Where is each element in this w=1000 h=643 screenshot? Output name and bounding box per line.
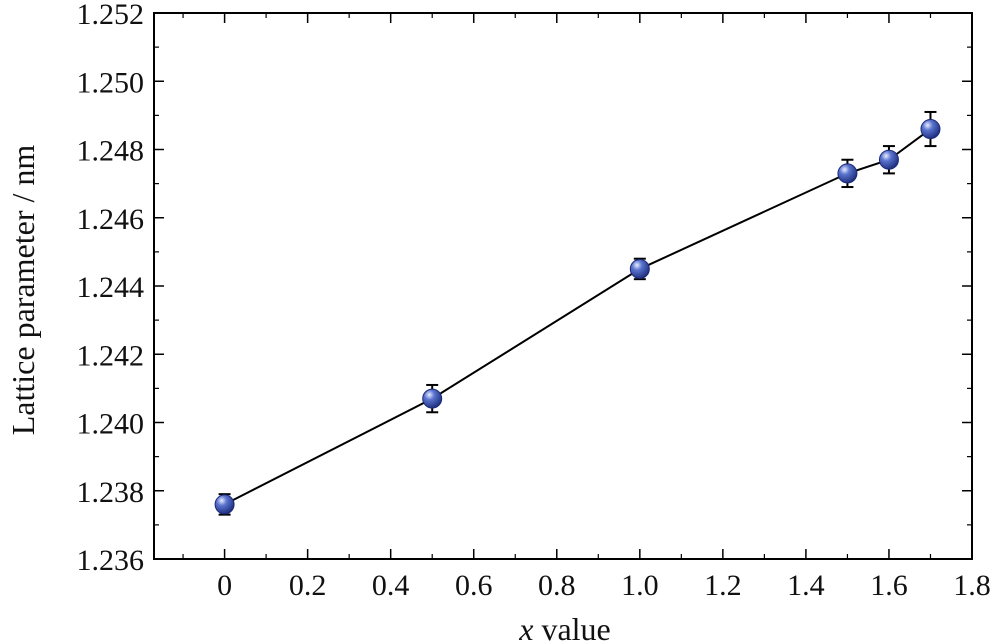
series-line <box>224 128 932 506</box>
y-tick-label: 1.250 <box>77 66 145 99</box>
y-tick-label: 1.238 <box>77 476 145 509</box>
x-tick-label: 0.6 <box>455 569 493 602</box>
x-tick-label: 0.4 <box>372 569 410 602</box>
data-point <box>920 119 941 140</box>
x-tick-label: 0.2 <box>289 569 327 602</box>
data-point <box>837 163 858 184</box>
y-tick-label: 1.236 <box>77 544 145 577</box>
x-tick-label: 0 <box>217 569 232 602</box>
data-point <box>422 388 443 409</box>
y-tick-label: 1.252 <box>77 0 145 31</box>
x-axis-title: x value <box>518 611 611 643</box>
data-point <box>214 494 235 515</box>
y-tick-label: 1.248 <box>77 135 145 168</box>
data-point <box>878 149 899 170</box>
x-tick-label: 1.6 <box>870 569 908 602</box>
y-tick-label: 1.240 <box>77 408 145 441</box>
y-tick-label: 1.244 <box>77 271 145 304</box>
data-point <box>629 258 650 279</box>
y-axis-title: Lattice parameter / nm <box>5 145 41 436</box>
x-tick-label: 1.0 <box>621 569 659 602</box>
x-tick-label: 1.4 <box>787 569 825 602</box>
y-tick-label: 1.246 <box>77 203 145 236</box>
x-axis-title-rest: value <box>533 611 610 643</box>
x-tick-label: 0.8 <box>538 569 576 602</box>
x-axis-title-var: x <box>518 611 533 643</box>
y-tick-label: 1.242 <box>77 339 145 372</box>
x-tick-label: 1.2 <box>704 569 742 602</box>
x-tick-label: 1.8 <box>953 569 991 602</box>
